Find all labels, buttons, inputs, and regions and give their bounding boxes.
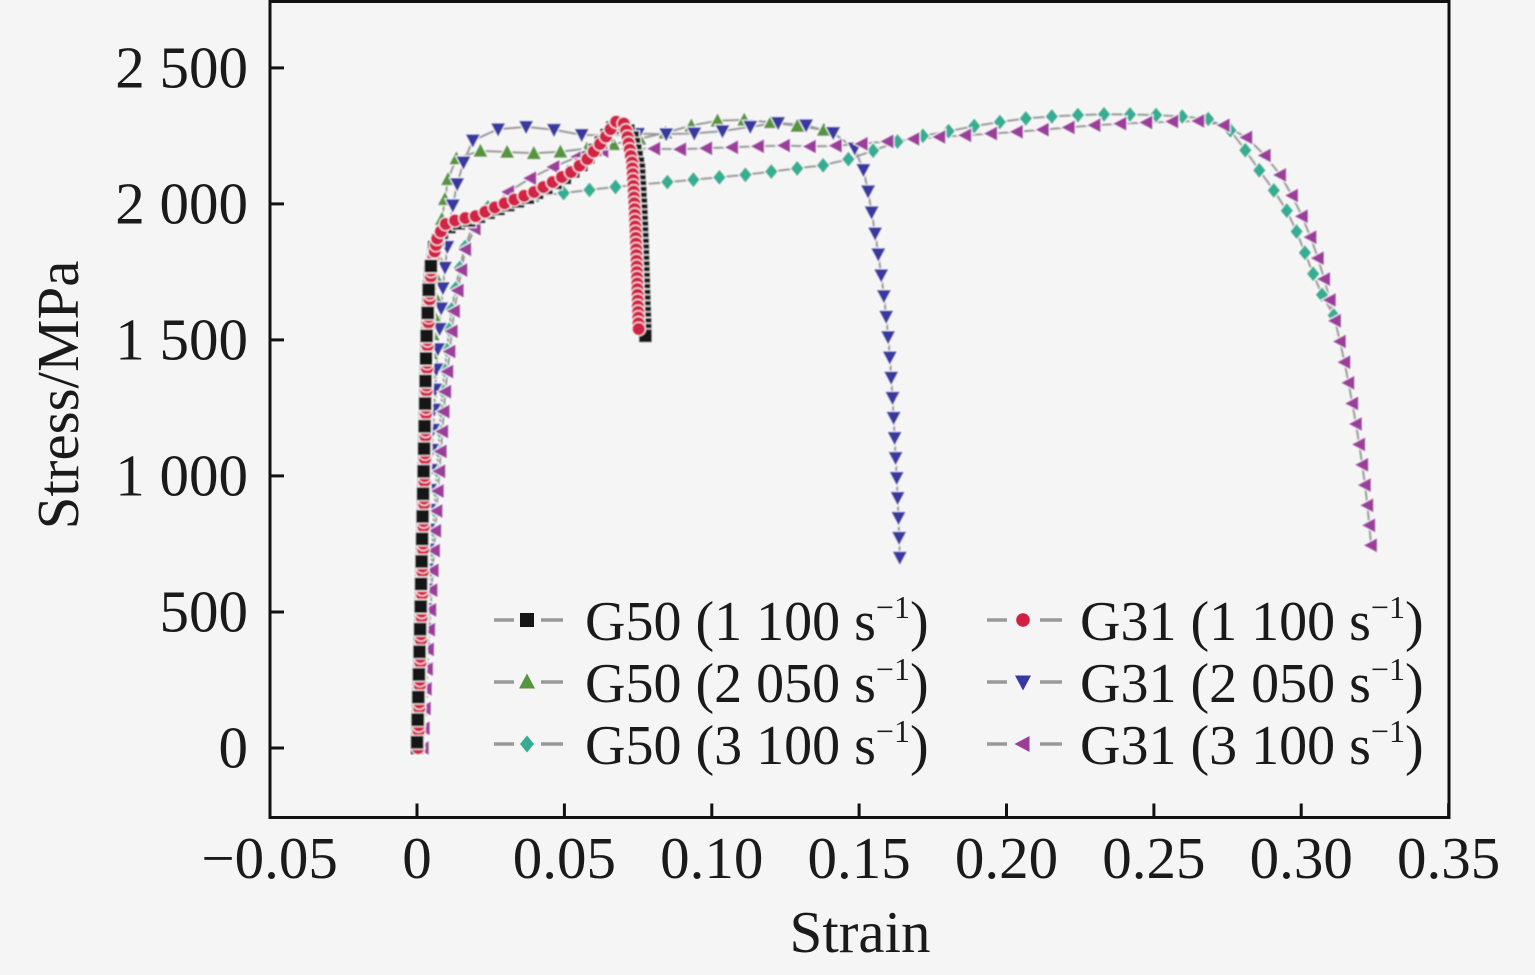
svg-text:0.15: 0.15	[807, 825, 910, 891]
svg-text:G50 (2 050 s−1): G50 (2 050 s−1)	[585, 651, 929, 715]
svg-text:1 000: 1 000	[115, 442, 248, 508]
svg-text:G50 (1 100 s−1): G50 (1 100 s−1)	[585, 589, 929, 653]
svg-text:0.25: 0.25	[1102, 825, 1205, 891]
svg-text:0.05: 0.05	[513, 825, 616, 891]
svg-text:Stress/MPa: Stress/MPa	[25, 261, 91, 530]
svg-text:−0.05: −0.05	[201, 825, 338, 891]
svg-text:2 500: 2 500	[115, 34, 248, 100]
svg-text:0.35: 0.35	[1397, 825, 1500, 891]
svg-text:0.30: 0.30	[1250, 825, 1353, 891]
svg-text:0.10: 0.10	[660, 825, 763, 891]
svg-text:G31 (1 100 s−1): G31 (1 100 s−1)	[1080, 589, 1424, 653]
svg-text:Strain: Strain	[790, 899, 931, 965]
svg-text:0.20: 0.20	[955, 825, 1058, 891]
svg-text:0: 0	[402, 825, 432, 891]
svg-text:0: 0	[219, 715, 249, 781]
svg-text:1 500: 1 500	[115, 306, 248, 372]
svg-text:500: 500	[160, 579, 249, 645]
svg-text:G50 (3 100 s−1): G50 (3 100 s−1)	[585, 713, 929, 777]
svg-text:G31 (3 100 s−1): G31 (3 100 s−1)	[1080, 713, 1424, 777]
svg-text:2 000: 2 000	[115, 170, 248, 236]
svg-text:G31 (2 050 s−1): G31 (2 050 s−1)	[1080, 651, 1424, 715]
